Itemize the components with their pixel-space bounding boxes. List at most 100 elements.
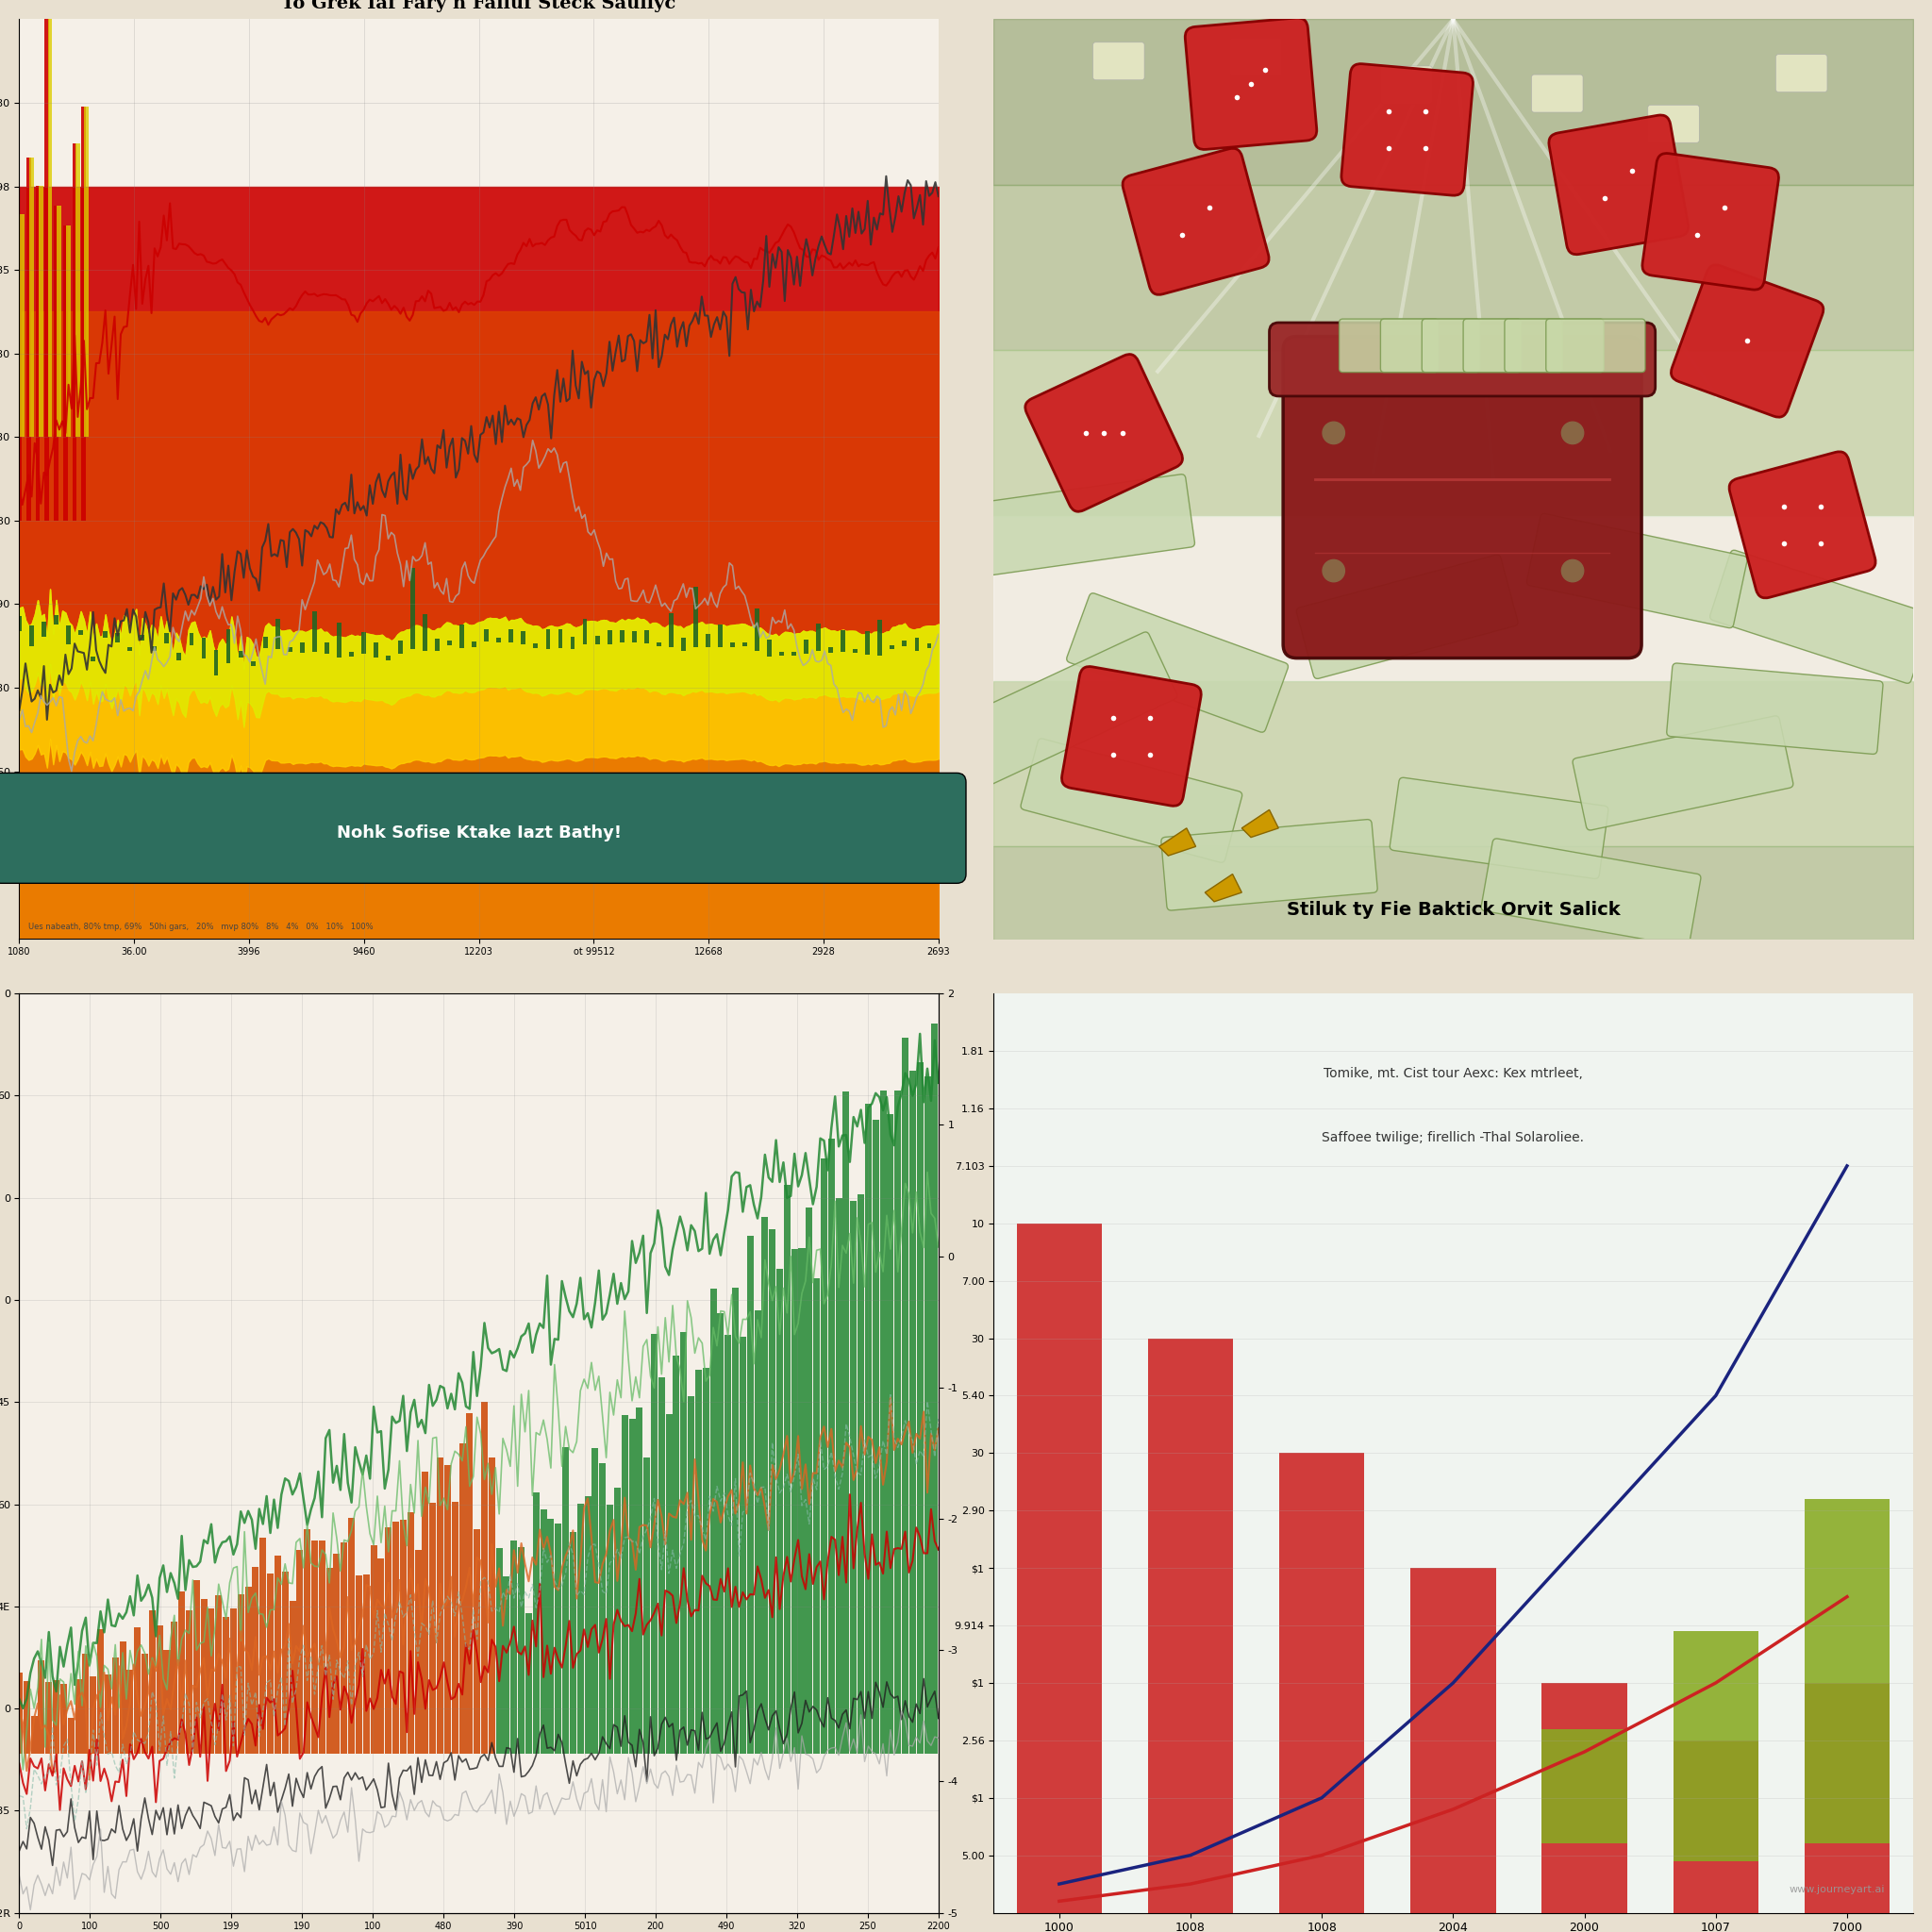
Bar [591, 1449, 599, 1754]
Text: Ues nabeath, 80% tmp, 69%   50hi gars,   20%   mvp 80%   8%   4%   0%   10%   10: Ues nabeath, 80% tmp, 69% 50hi gars, 20%… [29, 923, 373, 931]
Bar [44, 0, 48, 520]
Bar [614, 1488, 620, 1754]
Bar [891, 645, 895, 649]
Bar [361, 632, 365, 655]
Bar [410, 568, 415, 649]
Bar [562, 1447, 568, 1754]
FancyBboxPatch shape [1482, 838, 1700, 947]
Bar [379, 1557, 384, 1754]
Bar [651, 1333, 657, 1754]
Bar [29, 626, 35, 645]
Bar [104, 1675, 112, 1754]
Bar [334, 1553, 340, 1754]
Bar [873, 1119, 879, 1754]
Bar [730, 643, 734, 647]
Bar [541, 1509, 547, 1754]
FancyBboxPatch shape [1161, 819, 1378, 910]
Bar [31, 1716, 37, 1754]
Bar [60, 1683, 68, 1754]
Bar [460, 624, 464, 647]
Bar [226, 628, 230, 663]
Bar [854, 649, 858, 653]
Bar [1148, 1339, 1233, 1913]
Bar [806, 1208, 813, 1754]
Bar [595, 636, 599, 645]
Text: Aweall line ferda ios mated: Aweall line ferda ios mated [342, 873, 522, 887]
FancyBboxPatch shape [1526, 514, 1747, 628]
Bar [56, 207, 62, 437]
Bar [75, 1679, 81, 1754]
Bar [327, 1567, 332, 1754]
Bar [201, 638, 207, 659]
FancyBboxPatch shape [1776, 54, 1828, 93]
Bar [732, 1287, 738, 1754]
Bar [164, 1650, 170, 1754]
Bar [319, 1540, 325, 1754]
FancyBboxPatch shape [1710, 551, 1932, 684]
FancyBboxPatch shape [1671, 265, 1824, 417]
Bar [230, 1609, 238, 1754]
FancyBboxPatch shape [1389, 777, 1607, 879]
Bar [23, 1681, 31, 1754]
Bar [628, 1420, 636, 1754]
Bar [840, 630, 846, 651]
Bar [522, 630, 526, 645]
Bar [1410, 1569, 1495, 1913]
Bar [178, 653, 182, 661]
Bar [927, 643, 931, 647]
FancyBboxPatch shape [1020, 738, 1242, 862]
FancyBboxPatch shape [1094, 43, 1144, 79]
Bar [75, 143, 79, 437]
Bar [313, 611, 317, 653]
Bar [398, 641, 402, 653]
Bar [709, 1289, 717, 1754]
Bar [222, 1617, 230, 1754]
Bar [607, 1505, 612, 1754]
Polygon shape [1206, 873, 1242, 902]
Bar [149, 1609, 155, 1754]
Bar [303, 1528, 311, 1754]
Bar [607, 630, 612, 645]
FancyBboxPatch shape [1339, 319, 1439, 373]
Bar [821, 1159, 827, 1754]
Bar [502, 1577, 510, 1754]
Bar [46, 1683, 52, 1754]
Bar [120, 1640, 126, 1754]
Bar [17, 616, 21, 632]
Bar [116, 634, 120, 643]
Text: Goarsle: Goarsle [29, 873, 79, 887]
Bar [910, 1070, 916, 1754]
Bar [659, 1378, 665, 1754]
Bar [636, 1408, 643, 1754]
Bar [547, 1519, 554, 1754]
Bar [355, 1575, 361, 1754]
Bar [17, 214, 21, 520]
Bar [914, 638, 920, 651]
FancyBboxPatch shape [956, 632, 1177, 784]
Text: Nohk Sofise Ktake Iazt Bathy!: Nohk Sofise Ktake Iazt Bathy! [336, 825, 622, 840]
Bar [1016, 1223, 1101, 1913]
Bar [54, 207, 58, 520]
FancyBboxPatch shape [1546, 319, 1646, 373]
FancyBboxPatch shape [1667, 663, 1884, 753]
Bar [632, 632, 636, 643]
Bar [724, 1335, 732, 1754]
Bar [141, 1654, 149, 1754]
Bar [705, 634, 711, 647]
Bar [717, 1314, 724, 1754]
Bar [185, 1611, 193, 1754]
Bar [282, 1571, 288, 1754]
Bar [68, 1718, 73, 1754]
Bar [742, 641, 748, 647]
Bar [448, 641, 452, 645]
Bar [866, 632, 869, 655]
Bar [274, 618, 280, 649]
Bar [363, 1575, 369, 1754]
Bar [340, 1544, 348, 1754]
Bar [578, 1503, 583, 1754]
Bar [290, 1602, 296, 1754]
Bar [777, 1269, 782, 1754]
Bar [79, 630, 83, 634]
Bar [931, 1024, 939, 1754]
Bar [877, 620, 883, 655]
